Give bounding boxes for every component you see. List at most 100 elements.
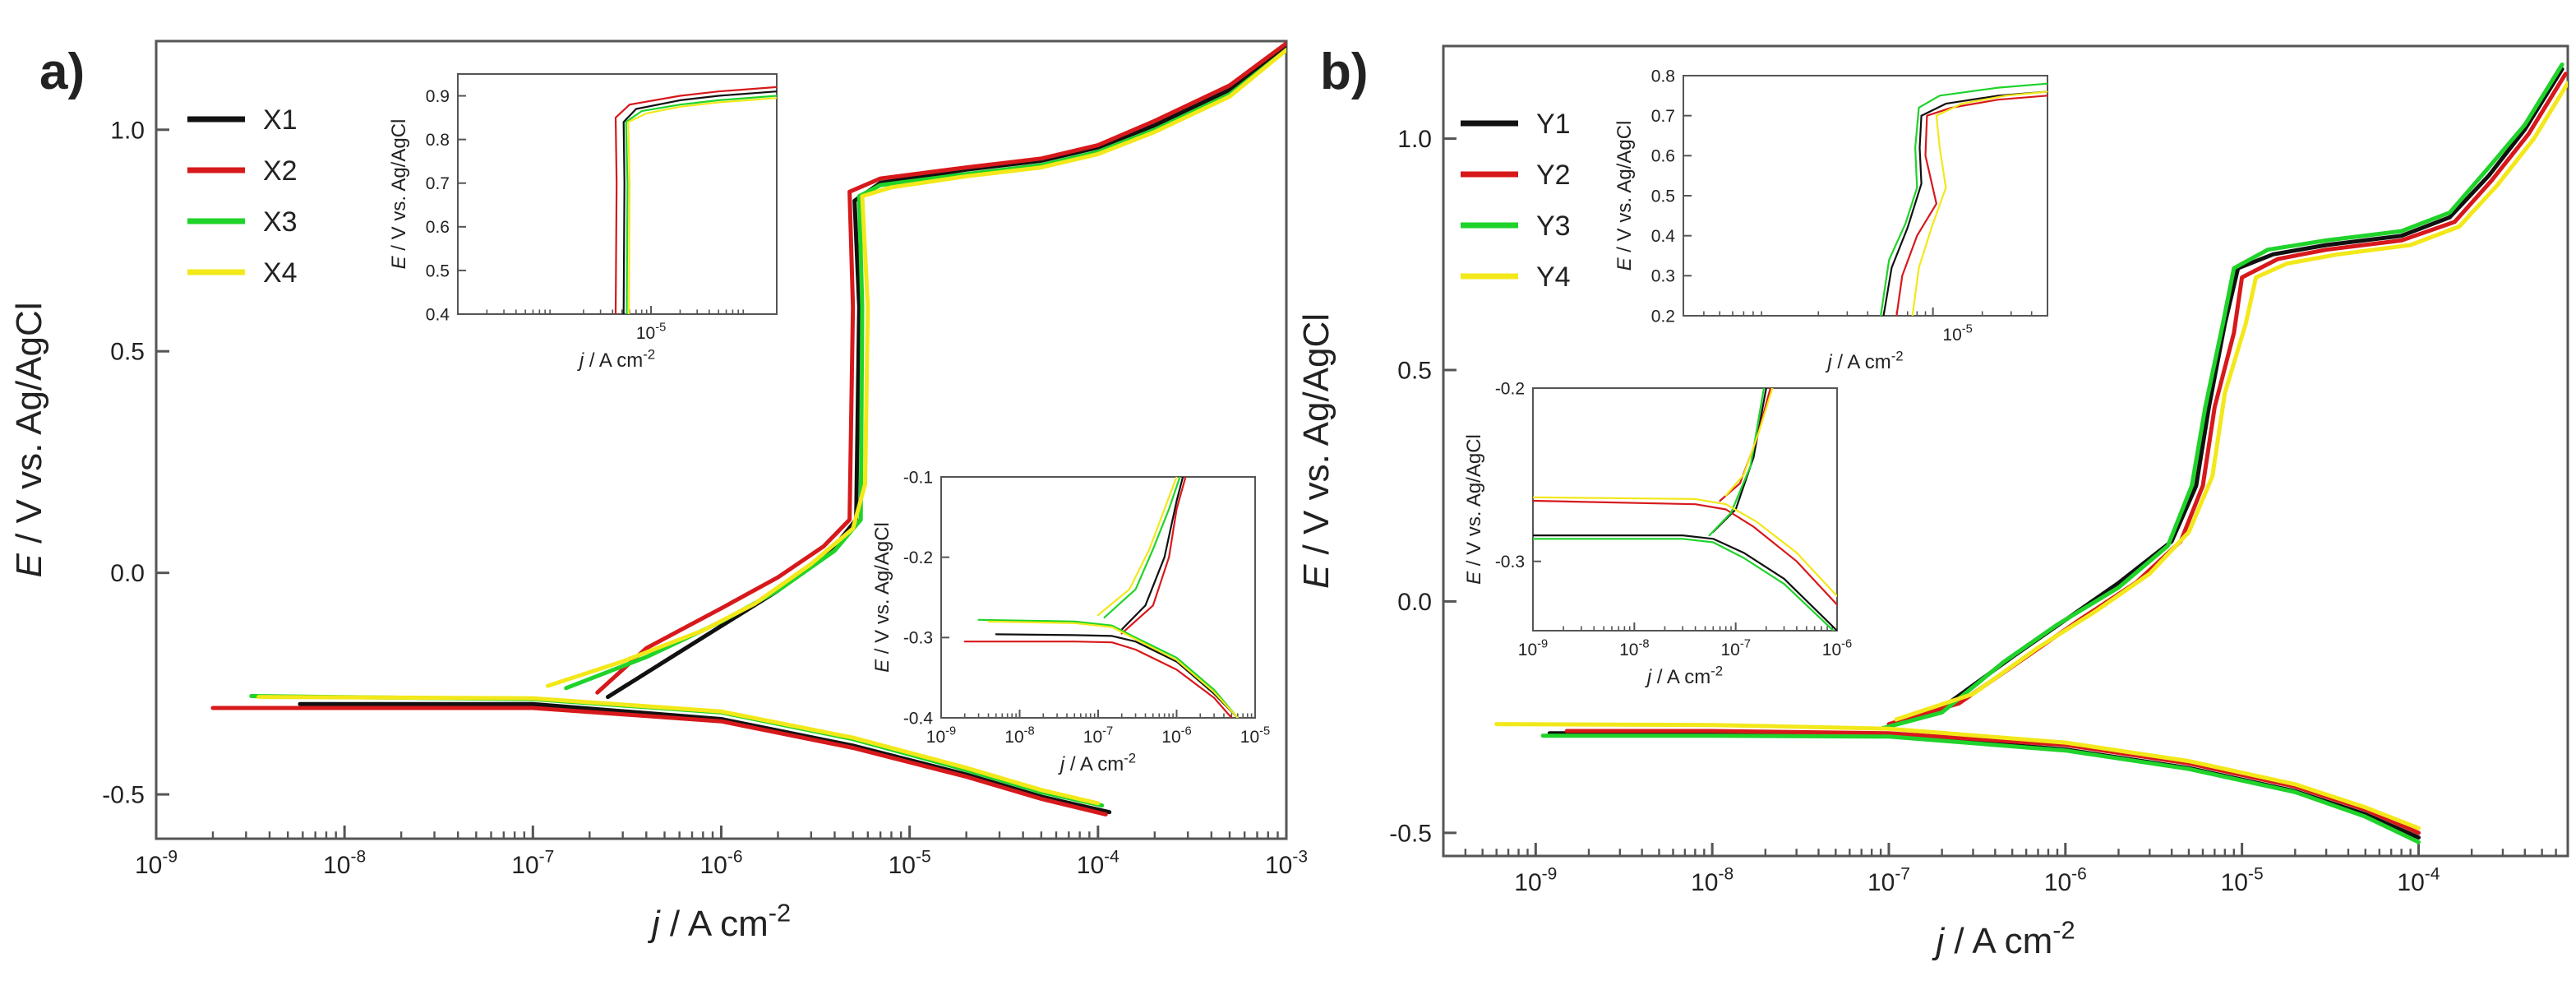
x-tick-label: 10-5 xyxy=(1942,323,1972,345)
series-line-y3-anodic xyxy=(1878,62,2564,731)
series-line-curve-points xyxy=(622,90,777,314)
plot-frame xyxy=(940,476,1256,719)
y-tick-label: -0.5 xyxy=(102,782,145,809)
x-axis-label: j / A cm-2 xyxy=(648,898,791,944)
series-line-curve-cathodic xyxy=(963,641,1233,718)
x-axis-label: j / A cm-2 xyxy=(1645,663,1723,688)
series-line-curve-anodic xyxy=(1708,388,1766,537)
series-line-curve-anodic xyxy=(1120,477,1187,635)
x-tick-label: 10-8 xyxy=(1691,865,1733,897)
y-tick-label: 1.0 xyxy=(1397,126,1432,153)
series-line-curve-points xyxy=(1880,82,2047,316)
series-line-x1-cathodic xyxy=(298,701,1112,815)
series-line-y2-cathodic xyxy=(1564,729,2421,835)
x-tick-label: 10-4 xyxy=(2397,865,2440,897)
x-tick-label: 10-9 xyxy=(1518,638,1548,659)
chart-inset_a_bottom: 10-9 10-8 10-7 10-6 10-5 -0.1 -0.2 -0.3 -0.4 j / … xyxy=(871,468,1270,775)
chart-inset_b_bottom: 10-9 10-8 10-7 10-6 -0.2 -0.3 j / A cm-2 E / V … xyxy=(1463,379,1852,688)
series-group xyxy=(963,477,1239,718)
x-tick-label: 10-9 xyxy=(1514,865,1557,897)
series-group xyxy=(614,86,777,314)
series-group xyxy=(1494,62,2568,844)
series-line-y4-anodic xyxy=(1894,81,2568,722)
y-axis-label: E / V vs. Ag/AgCl xyxy=(9,302,49,577)
y-tick-label: 0.7 xyxy=(426,174,450,193)
y-tick-label: -0.2 xyxy=(903,548,933,567)
series-line-curve-anodic xyxy=(1724,388,1774,497)
series-group xyxy=(1533,388,1837,631)
x-tick-label: 10-5 xyxy=(1240,725,1270,747)
y-tick-label: 0.5 xyxy=(1397,358,1432,385)
y-tick-label: 0.5 xyxy=(426,261,450,280)
y-axis-label: E / V vs. Ag/AgCl xyxy=(1613,121,1636,271)
series-group xyxy=(210,41,1286,817)
legend-label: X1 xyxy=(263,104,298,136)
series-line-curve-anodic xyxy=(1103,477,1181,618)
x-tick-label: 10-9 xyxy=(135,848,178,880)
series-line-y3-cathodic xyxy=(1540,733,2421,844)
series-line-curve-cathodic xyxy=(1533,496,1837,597)
y-tick-label: 0.2 xyxy=(1651,307,1675,326)
chart-inset_a_top: 10-5 0.4 0.5 0.6 0.7 0.8 0.9 j / A cm-2 E / V vs… xyxy=(388,73,778,372)
series-line-curve-points xyxy=(614,86,777,314)
series-line-curve-anodic xyxy=(1096,477,1178,617)
series-line-curve-points xyxy=(1895,95,2047,316)
series-line-x2-anodic xyxy=(595,41,1286,695)
y-axis-label: E / V vs. Ag/AgCl xyxy=(1463,434,1485,585)
y-tick-label: 0.6 xyxy=(1651,147,1675,166)
x-tick-label: 10-6 xyxy=(699,848,742,880)
series-group xyxy=(1880,82,2047,316)
y-tick-label: 1.0 xyxy=(110,117,145,144)
panel-label: a) xyxy=(39,44,85,100)
series-line-curve-cathodic xyxy=(995,633,1239,718)
plot-frame xyxy=(1532,387,1838,632)
series-line-curve-cathodic xyxy=(1533,538,1835,631)
y-tick-label: -0.4 xyxy=(903,709,934,728)
series-line-curve-anodic xyxy=(1120,477,1184,631)
legend-label: Y1 xyxy=(1536,109,1571,140)
x-tick-label: 10-7 xyxy=(1720,638,1750,659)
y-tick-label: 0.7 xyxy=(1651,107,1675,126)
series-line-curve-points xyxy=(1911,90,2047,316)
series-line-x1-anodic xyxy=(606,43,1286,700)
x-tick-label: 10-3 xyxy=(1265,848,1308,880)
series-line-curve-cathodic xyxy=(1533,534,1837,631)
y-tick-label: -0.1 xyxy=(903,468,933,487)
x-tick-label: 10-5 xyxy=(889,848,931,880)
legend-label: X3 xyxy=(263,206,298,238)
y-axis-label: E / V vs. Ag/AgCl xyxy=(1296,313,1336,589)
x-axis-label: j / A cm-2 xyxy=(577,346,655,372)
x-axis-label: j / A cm-2 xyxy=(1932,915,2075,961)
y-tick-label: 0.0 xyxy=(1397,589,1432,616)
x-axis-label: j / A cm-2 xyxy=(1058,750,1136,775)
x-axis-label: j / A cm-2 xyxy=(1825,348,1903,373)
y-tick-label: -0.3 xyxy=(1495,553,1525,571)
series-line-curve-cathodic xyxy=(987,620,1239,718)
x-tick-label: 10-7 xyxy=(1083,725,1113,747)
x-tick-label: 10-5 xyxy=(2221,865,2264,897)
series-line-curve-points xyxy=(627,97,777,314)
x-tick-label: 10-4 xyxy=(1077,848,1119,880)
y-tick-label: 0.4 xyxy=(1651,227,1676,246)
y-tick-label: 0.8 xyxy=(1651,67,1675,86)
x-tick-label: 10-6 xyxy=(2044,865,2087,897)
y-tick-label: -0.5 xyxy=(1389,820,1432,847)
plot-frame xyxy=(1683,75,2048,317)
legend-label: X4 xyxy=(263,257,298,289)
series-line-x2-cathodic xyxy=(210,706,1108,817)
y-axis-label: E / V vs. Ag/AgCl xyxy=(871,522,893,673)
y-tick-label: 0.9 xyxy=(426,87,450,106)
panel-label: b) xyxy=(1320,44,1369,100)
x-tick-label: 10-8 xyxy=(1004,725,1034,747)
x-tick-label: 10-8 xyxy=(1619,638,1649,659)
x-tick-label: 10-5 xyxy=(636,322,666,343)
legend-label: Y4 xyxy=(1536,261,1571,293)
x-tick-label: 10-8 xyxy=(323,848,366,880)
y-axis-label: E / V vs. Ag/AgCl xyxy=(388,119,410,270)
y-tick-label: 0.3 xyxy=(1651,267,1675,286)
series-line-curve-points xyxy=(625,95,777,314)
chart-inset_b_top: 10-5 0.2 0.3 0.4 0.5 0.6 0.7 0.8 j / A cm-2 E / V… xyxy=(1613,67,2048,373)
y-tick-label: -0.3 xyxy=(903,629,933,648)
series-line-curve-cathodic xyxy=(977,618,1239,718)
